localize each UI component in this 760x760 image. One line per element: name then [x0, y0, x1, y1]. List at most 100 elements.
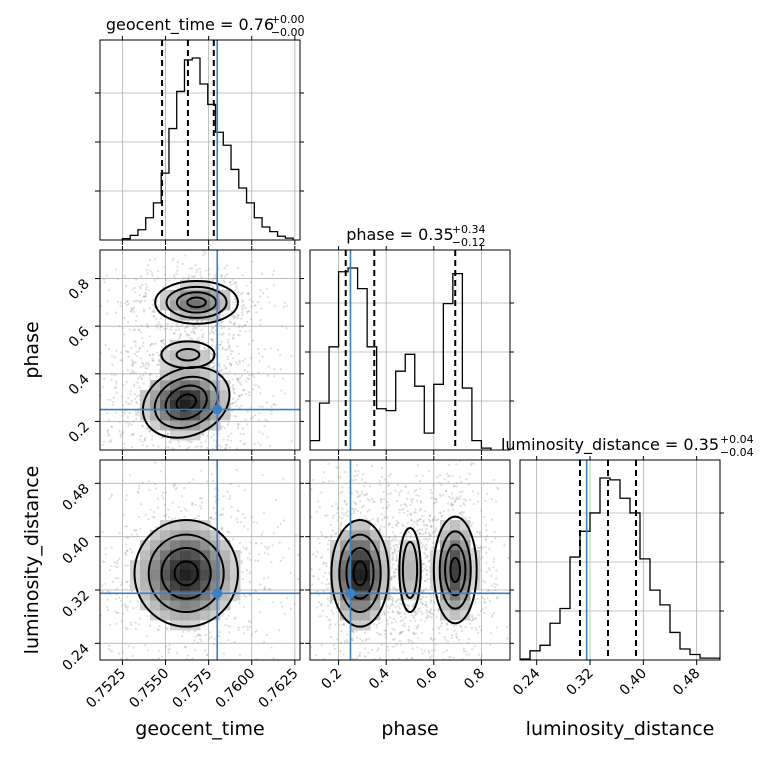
scatter-point — [144, 644, 147, 647]
scatter-point — [101, 458, 103, 460]
scatter-point — [110, 546, 113, 549]
scatter-point — [90, 304, 92, 306]
scatter-point — [479, 546, 482, 549]
scatter-point — [367, 443, 369, 445]
panel-2d — [72, 250, 307, 460]
scatter-point — [423, 567, 426, 570]
scatter-point — [279, 523, 282, 526]
scatter-point — [127, 355, 130, 358]
scatter-point — [361, 506, 364, 509]
scatter-point — [289, 571, 292, 574]
density-cell — [150, 570, 161, 581]
scatter-point — [220, 368, 223, 371]
scatter-point — [228, 327, 231, 330]
scatter-point — [248, 310, 251, 313]
scatter-point — [410, 657, 413, 660]
scatter-point — [425, 524, 428, 527]
scatter-point — [516, 551, 518, 553]
scatter-point — [126, 605, 129, 608]
scatter-point — [210, 435, 213, 439]
scatter-point — [271, 601, 274, 604]
scatter-point — [244, 357, 247, 360]
scatter-point — [142, 365, 145, 368]
scatter-point — [420, 597, 423, 601]
scatter-point — [180, 324, 184, 327]
scatter-point — [241, 308, 244, 311]
scatter-point — [387, 523, 390, 526]
scatter-point — [158, 323, 161, 326]
scatter-point — [396, 549, 399, 553]
scatter-point — [419, 487, 422, 490]
scatter-point — [430, 525, 433, 528]
scatter-point — [238, 359, 241, 362]
scatter-point — [273, 368, 276, 371]
scatter-point — [283, 612, 286, 616]
scatter-point — [333, 647, 336, 651]
scatter-point — [120, 435, 123, 438]
scatter-point — [137, 411, 140, 414]
scatter-point — [254, 630, 257, 634]
scatter-point — [373, 500, 376, 504]
scatter-point — [446, 472, 449, 476]
scatter-point — [178, 328, 181, 331]
scatter-point — [357, 469, 360, 473]
scatter-point — [119, 304, 122, 308]
scatter-point — [219, 445, 223, 448]
scatter-point — [237, 485, 240, 488]
scatter-point — [383, 526, 386, 529]
scatter-point — [159, 325, 163, 328]
scatter-point — [198, 267, 201, 270]
scatter-point — [354, 478, 357, 481]
scatter-point — [161, 339, 164, 342]
scatter-point — [97, 369, 99, 371]
scatter-point — [156, 497, 160, 500]
density-cell — [180, 430, 191, 441]
scatter-point — [305, 368, 307, 370]
scatter-point — [241, 577, 244, 581]
scatter-point — [240, 383, 243, 386]
density-cell — [150, 550, 161, 561]
scatter-point — [344, 471, 347, 474]
scatter-point — [470, 627, 473, 630]
scatter-point — [238, 324, 241, 327]
scatter-point — [321, 543, 323, 545]
scatter-point — [292, 690, 294, 692]
scatter-point — [430, 546, 434, 549]
scatter-point — [438, 632, 441, 635]
density-cell — [380, 560, 391, 571]
scatter-point — [153, 258, 157, 261]
density-cell — [350, 550, 361, 561]
scatter-point — [391, 645, 394, 648]
scatter-point — [405, 604, 408, 607]
scatter-point — [246, 292, 249, 295]
scatter-point — [413, 520, 416, 523]
scatter-point — [369, 705, 371, 707]
scatter-point — [391, 551, 395, 555]
scatter-point — [360, 492, 363, 496]
scatter-point — [141, 425, 144, 428]
density-cell — [200, 550, 211, 561]
scatter-point — [124, 605, 127, 608]
scatter-point — [133, 528, 136, 532]
scatter-point — [256, 300, 259, 304]
scatter-point — [91, 370, 93, 372]
scatter-point — [380, 498, 383, 502]
scatter-point — [153, 482, 156, 486]
scatter-point — [129, 600, 132, 603]
scatter-point — [416, 693, 418, 695]
scatter-point — [427, 470, 431, 473]
scatter-point — [72, 402, 74, 404]
scatter-point — [131, 361, 134, 364]
scatter-point — [217, 432, 220, 435]
histogram-phase — [310, 250, 492, 450]
contour-line — [173, 560, 199, 587]
density-cell — [210, 610, 221, 621]
scatter-point — [206, 654, 209, 657]
scatter-point — [331, 505, 334, 508]
scatter-point — [221, 614, 224, 617]
scatter-point — [94, 629, 96, 631]
scatter-point — [243, 525, 246, 528]
density-cell — [140, 590, 151, 601]
scatter-point — [115, 411, 118, 414]
scatter-point — [368, 485, 371, 488]
